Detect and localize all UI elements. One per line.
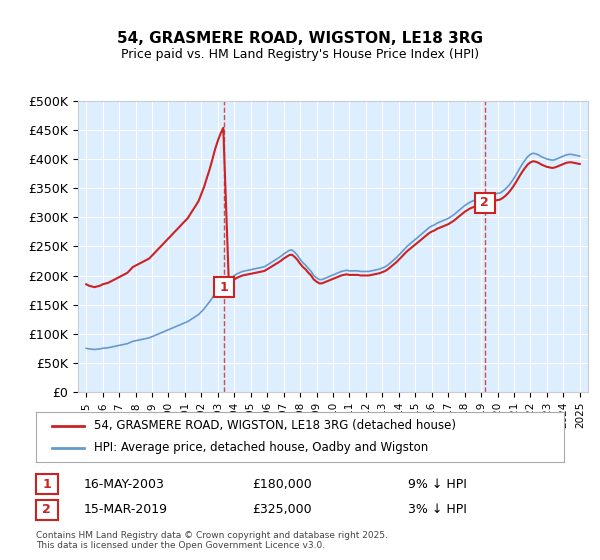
Text: £325,000: £325,000 [252, 503, 311, 516]
Text: 16-MAY-2003: 16-MAY-2003 [84, 478, 165, 491]
Text: Contains HM Land Registry data © Crown copyright and database right 2025.
This d: Contains HM Land Registry data © Crown c… [36, 531, 388, 550]
Text: 2: 2 [43, 503, 51, 516]
Text: Price paid vs. HM Land Registry's House Price Index (HPI): Price paid vs. HM Land Registry's House … [121, 48, 479, 60]
Text: 1: 1 [43, 478, 51, 491]
Text: 54, GRASMERE ROAD, WIGSTON, LE18 3RG (detached house): 54, GRASMERE ROAD, WIGSTON, LE18 3RG (de… [94, 419, 456, 432]
Text: £180,000: £180,000 [252, 478, 312, 491]
Text: 54, GRASMERE ROAD, WIGSTON, LE18 3RG: 54, GRASMERE ROAD, WIGSTON, LE18 3RG [117, 31, 483, 46]
Text: 15-MAR-2019: 15-MAR-2019 [84, 503, 168, 516]
Text: HPI: Average price, detached house, Oadby and Wigston: HPI: Average price, detached house, Oadb… [94, 441, 428, 454]
Text: 3% ↓ HPI: 3% ↓ HPI [408, 503, 467, 516]
Text: 1: 1 [220, 281, 229, 293]
Text: 2: 2 [480, 196, 489, 209]
Text: 9% ↓ HPI: 9% ↓ HPI [408, 478, 467, 491]
